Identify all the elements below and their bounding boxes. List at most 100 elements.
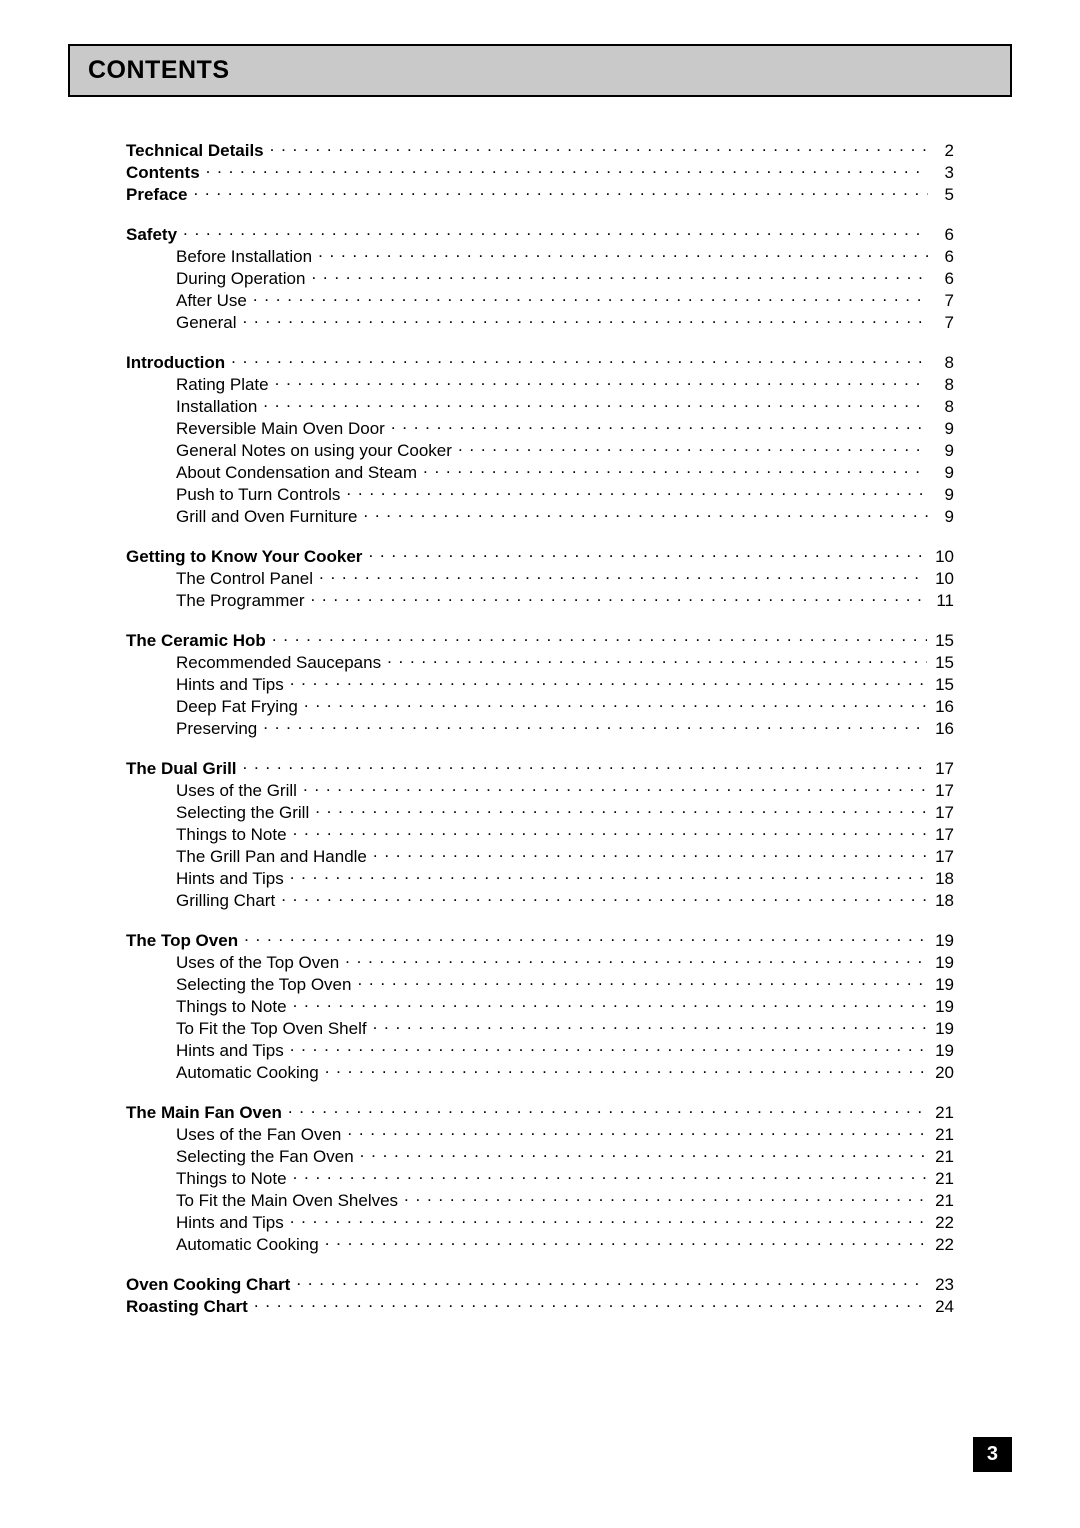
toc-label: The Programmer [176,591,310,611]
toc-leader-dots [311,267,928,284]
toc-page: 21 [927,1191,954,1211]
toc-label: General Notes on using your Cooker [176,441,458,461]
toc-leader-dots [304,695,927,712]
toc-page: 18 [927,869,954,889]
toc-page: 16 [927,697,954,717]
toc-label: Contents [126,163,206,183]
toc-page: 6 [928,269,954,289]
toc-label: Getting to Know Your Cooker [126,547,368,567]
toc-label: Oven Cooking Chart [126,1275,296,1295]
toc-label: Before Installation [176,247,318,267]
toc-label: Things to Note [176,1169,293,1189]
toc-label: Things to Note [176,997,293,1017]
toc-leader-dots [206,161,928,178]
toc-row: Uses of the Grill17 [126,779,954,801]
toc-row: Selecting the Fan Oven21 [126,1145,954,1167]
toc-group: The Ceramic Hob 15 Recommended Saucepans 15… [126,629,954,739]
toc-row: Automatic Cooking22 [126,1233,954,1255]
toc-label: The Ceramic Hob [126,631,272,651]
toc-row: The Grill Pan and Handle17 [126,845,954,867]
toc-label: Roasting Chart [126,1297,254,1317]
toc-row: Selecting the Grill17 [126,801,954,823]
toc-row: To Fit the Main Oven Shelves 21 [126,1189,954,1211]
toc-page: 5 [928,185,954,205]
toc-label: Selecting the Top Oven [176,975,357,995]
toc-row: Installation 8 [126,395,954,417]
toc-label: Preface [126,185,193,205]
toc-label: To Fit the Main Oven Shelves [176,1191,404,1211]
toc-leader-dots [183,223,928,240]
toc-row: Preface 5 [126,183,954,205]
toc-label: Automatic Cooking [176,1063,325,1083]
toc-row: The Dual Grill17 [126,757,954,779]
toc-page: 8 [928,353,954,373]
toc-leader-dots [346,483,928,500]
toc-leader-dots [243,757,928,774]
toc-page: 17 [927,825,954,845]
toc-label: Push to Turn Controls [176,485,346,505]
toc-page: 8 [928,397,954,417]
toc-row: Technical Details2 [126,139,954,161]
toc-leader-dots [293,1167,928,1184]
toc-leader-dots [242,311,928,328]
toc-leader-dots [270,139,928,156]
toc-leader-dots [458,439,928,456]
toc-row: Contents3 [126,161,954,183]
toc-page: 22 [927,1235,954,1255]
toc-row: Before Installation6 [126,245,954,267]
toc-page: 20 [927,1063,954,1083]
toc-label: Selecting the Fan Oven [176,1147,360,1167]
toc-label: Things to Note [176,825,293,845]
toc-label: Installation [176,397,263,417]
toc-leader-dots [254,1295,927,1312]
toc-row: Automatic Cooking 20 [126,1061,954,1083]
toc-label: Grill and Oven Furniture [176,507,363,527]
toc-page: 7 [928,291,954,311]
toc-label: Uses of the Fan Oven [176,1125,347,1145]
toc-leader-dots [345,951,927,968]
toc-label: Reversible Main Oven Door [176,419,391,439]
toc-group: Introduction8Rating Plate8Installation8R… [126,351,954,527]
toc-leader-dots [391,417,928,434]
page: CONTENTS Technical Details2Contents3Pref… [0,0,1080,1528]
toc-label: Uses of the Top Oven [176,953,345,973]
toc-row: The Top Oven19 [126,929,954,951]
toc-row: Rating Plate8 [126,373,954,395]
toc-leader-dots [290,673,927,690]
toc-row: The Main Fan Oven21 [126,1101,954,1123]
toc-label: Grilling Chart [176,891,281,911]
toc-label: To Fit the Top Oven Shelf [176,1019,373,1039]
toc-page: 19 [927,1019,954,1039]
toc-leader-dots [319,567,927,584]
toc-page: 23 [927,1275,954,1295]
toc-leader-dots [272,629,927,646]
toc-row: General7 [126,311,954,333]
toc-leader-dots [347,1123,927,1140]
toc-label: Technical Details [126,141,270,161]
toc-page: 24 [927,1297,954,1317]
toc-page: 8 [928,375,954,395]
toc-leader-dots [253,289,928,306]
toc-row: General Notes on using your Cooker9 [126,439,954,461]
toc-row: Things to Note21 [126,1167,954,1189]
toc-page: 9 [928,463,954,483]
toc-page: 6 [928,225,954,245]
toc-page: 21 [927,1125,954,1145]
toc-group: The Dual Grill17Uses of the Grill17Selec… [126,757,954,911]
toc-page: 15 [927,653,954,673]
toc-page: 17 [927,781,954,801]
toc-page: 15 [927,631,954,651]
toc-container: Technical Details2Contents3Preface5Safet… [68,139,1012,1317]
toc-group: Getting to Know Your Cooker10The Control… [126,545,954,611]
toc-label: Hints and Tips [176,1041,290,1061]
toc-row: To Fit the Top Oven Shelf 19 [126,1017,954,1039]
contents-header-title: CONTENTS [88,56,992,85]
toc-label: After Use [176,291,253,311]
toc-page: 22 [927,1213,954,1233]
toc-row: After Use 7 [126,289,954,311]
toc-leader-dots [404,1189,927,1206]
toc-leader-dots [293,995,928,1012]
toc-label: Recommended Saucepans [176,653,387,673]
toc-leader-dots [193,183,928,200]
toc-leader-dots [293,823,928,840]
